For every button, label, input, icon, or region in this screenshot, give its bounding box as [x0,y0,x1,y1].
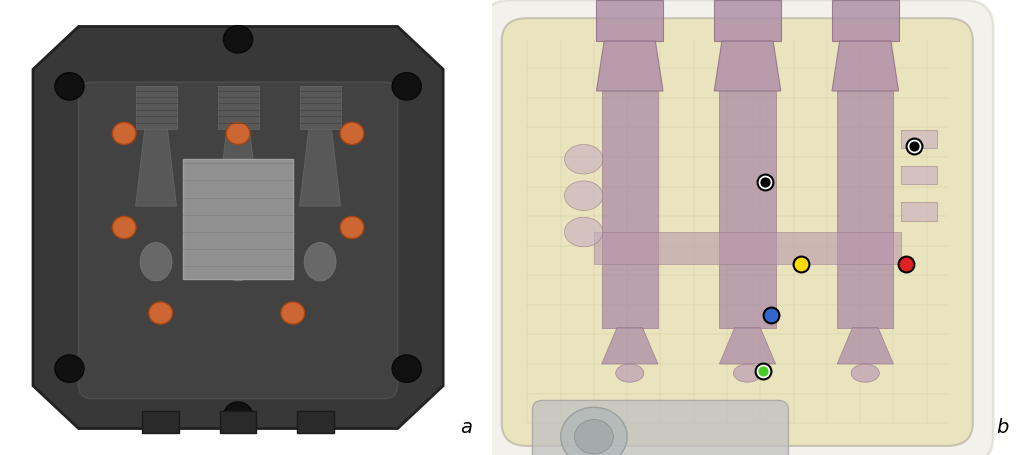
Polygon shape [596,41,664,91]
Bar [602,91,658,328]
Bar [135,86,176,129]
Ellipse shape [564,145,603,174]
Polygon shape [831,41,899,91]
Point [762,311,778,318]
Bar [719,91,776,328]
Ellipse shape [733,364,762,382]
Circle shape [226,122,250,145]
Ellipse shape [564,181,603,210]
Bar [300,86,341,129]
Circle shape [55,355,84,382]
Point [758,178,774,186]
FancyBboxPatch shape [532,400,788,455]
Polygon shape [602,328,657,364]
Point [793,260,809,268]
FancyBboxPatch shape [79,82,397,399]
Circle shape [113,122,136,145]
Circle shape [340,122,364,145]
Circle shape [340,217,364,238]
Circle shape [148,302,172,324]
Bar [183,159,293,279]
Point [905,142,922,149]
FancyBboxPatch shape [481,0,993,455]
Circle shape [55,73,84,100]
Bar [594,232,901,264]
Ellipse shape [615,364,644,382]
Circle shape [392,73,421,100]
Ellipse shape [304,243,336,281]
Circle shape [223,402,253,430]
Bar [715,0,780,41]
Polygon shape [135,129,176,206]
Circle shape [281,302,304,324]
Circle shape [561,407,627,455]
Circle shape [113,217,136,238]
Text: a: a [460,418,472,437]
Ellipse shape [564,217,603,247]
Bar [901,130,937,148]
Circle shape [574,420,613,454]
Polygon shape [715,41,780,91]
Point [755,367,771,374]
Point [905,142,922,149]
Bar [901,202,937,221]
Polygon shape [837,328,893,364]
Polygon shape [719,328,776,364]
Ellipse shape [222,243,254,281]
Point [755,367,771,374]
Bar [142,411,179,433]
FancyBboxPatch shape [502,18,973,446]
Ellipse shape [851,364,880,382]
Polygon shape [217,129,259,206]
Point [898,260,914,268]
Bar [596,0,664,41]
Text: b: b [996,418,1009,437]
Bar [297,411,334,433]
Bar [220,411,256,433]
Bar [217,86,259,129]
Ellipse shape [140,243,172,281]
Bar [901,166,937,184]
Polygon shape [300,129,341,206]
Circle shape [223,25,253,53]
Bar [837,91,893,328]
Polygon shape [33,26,443,429]
Circle shape [392,355,421,382]
Bar [831,0,899,41]
Point [758,178,774,186]
